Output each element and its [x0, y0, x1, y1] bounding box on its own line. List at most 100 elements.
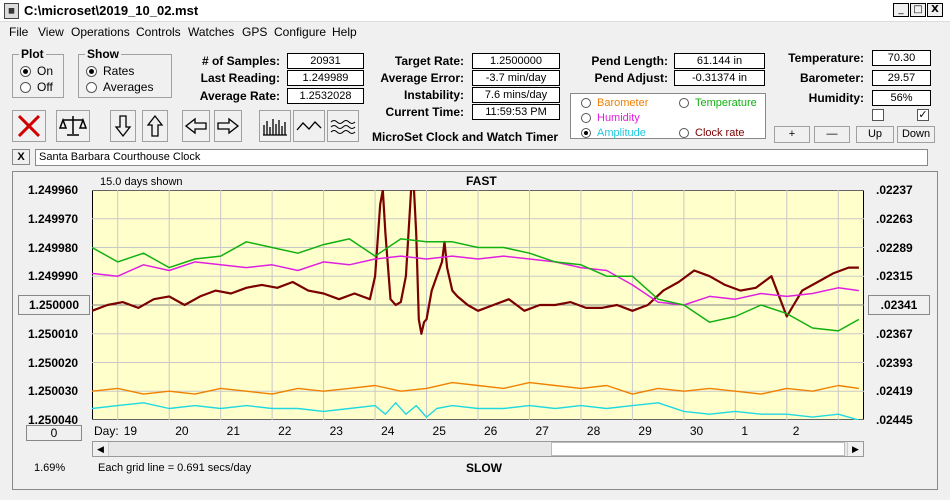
x-tick-day: 19: [123, 424, 138, 438]
minus-button[interactable]: —: [814, 126, 850, 143]
x-tick-day: 24: [381, 424, 395, 438]
horizontal-scrollbar[interactable]: ◀ ▶: [92, 441, 864, 457]
wave-graph-button[interactable]: [327, 110, 359, 142]
plot-group: Plot On Off: [12, 47, 64, 98]
average-error-value: -3.7 min/day: [472, 70, 560, 86]
barometer-label: Barometer:: [799, 71, 864, 85]
radio-selected-icon: [86, 65, 97, 77]
series-line-amplitude: [92, 402, 860, 420]
y-tick-left: 1.249970: [28, 211, 79, 226]
rate-plot[interactable]: [92, 190, 864, 420]
y-tick-right: .02289: [876, 240, 913, 255]
plot-group-title: Plot: [19, 47, 46, 61]
pend-length-value: 61.144 in: [674, 53, 765, 69]
left-arrow-button[interactable]: [182, 110, 210, 142]
y-tick-left: 1.250020: [28, 355, 79, 370]
right-arrow-button[interactable]: [214, 110, 242, 142]
instability-label: Instability:: [403, 88, 464, 102]
minimize-button[interactable]: _: [893, 3, 909, 17]
humidity-label: Humidity:: [808, 91, 864, 105]
menu-view[interactable]: View: [38, 25, 64, 39]
day-label: Day:: [94, 424, 119, 438]
menu-gps[interactable]: GPS: [242, 25, 268, 39]
menu-help[interactable]: Help: [332, 25, 357, 39]
radio-empty-icon: [679, 128, 689, 138]
y-tick-right: .02315: [876, 269, 913, 284]
offset-button[interactable]: 0: [26, 425, 82, 441]
down-button[interactable]: Down: [897, 126, 935, 143]
menu-controls[interactable]: Controls: [136, 25, 181, 39]
y-tick-left: 1.250040: [28, 413, 79, 427]
y-tick-right: .02237: [876, 183, 913, 197]
temperature-label: Temperature:: [788, 51, 864, 65]
option-checkbox-2[interactable]: ✓: [917, 109, 929, 121]
sensor-barometer-radio[interactable]: Barometer: [581, 97, 648, 109]
down-arrow-button[interactable]: [110, 110, 136, 142]
show-group-title: Show: [85, 47, 121, 61]
percent-label: 1.69%: [34, 462, 66, 474]
plot-on-radio[interactable]: On: [20, 64, 53, 78]
clear-icon: [17, 114, 41, 138]
last-reading-label: Last Reading:: [200, 71, 280, 85]
center-rate-button[interactable]: 1.250000: [18, 295, 90, 315]
maximize-button[interactable]: □: [910, 3, 926, 17]
close-comment-button[interactable]: X: [12, 149, 30, 165]
title-bar: ▦ C:\microset\2019_10_02.mst _ □ X: [0, 0, 950, 22]
series-line-rate: [92, 190, 859, 335]
average-rate-label: Average Rate:: [199, 89, 280, 103]
pend-length-label: Pend Length:: [591, 54, 668, 68]
menu-file[interactable]: File: [9, 25, 29, 39]
balance-scale-icon: [59, 116, 87, 136]
show-rates-radio[interactable]: Rates: [86, 64, 134, 78]
sensor-humidity-radio[interactable]: Humidity: [581, 112, 640, 124]
barometer-value: 29.57: [872, 70, 931, 86]
x-tick-day: 2: [792, 424, 800, 438]
up-arrow-button[interactable]: [142, 110, 168, 142]
x-tick-day: 1: [741, 424, 749, 438]
line-graph-button[interactable]: [293, 110, 325, 142]
target-rate-label: Target Rate:: [394, 54, 464, 68]
close-window-button[interactable]: X: [927, 3, 943, 17]
up-arrow-icon: [146, 114, 164, 137]
radio-empty-icon: [581, 113, 591, 123]
bar-graph-button[interactable]: [259, 110, 291, 142]
right-scale-button[interactable]: .02341: [868, 295, 930, 315]
scroll-right-icon[interactable]: ▶: [847, 442, 863, 456]
scroll-thumb[interactable]: [551, 442, 845, 456]
up-button[interactable]: Up: [856, 126, 894, 143]
series-line-humidity: [92, 255, 860, 306]
right-arrow-icon: [217, 117, 240, 135]
show-averages-radio[interactable]: Averages: [86, 80, 153, 94]
down-arrow-icon: [114, 115, 132, 138]
comment-input[interactable]: Santa Barbara Courthouse Clock: [35, 149, 928, 166]
target-rate-value: 1.2500000: [472, 53, 560, 69]
menu-operations[interactable]: Operations: [71, 25, 130, 39]
sensor-temperature-radio[interactable]: Temperature: [679, 97, 757, 109]
option-checkbox-1[interactable]: [872, 109, 884, 121]
plot-off-radio[interactable]: Off: [20, 80, 53, 94]
balance-button[interactable]: [56, 110, 90, 142]
samples-label: # of Samples:: [201, 54, 280, 68]
scroll-left-icon[interactable]: ◀: [93, 442, 109, 456]
menu-watches[interactable]: Watches: [188, 25, 235, 39]
x-tick-day: 25: [432, 424, 446, 438]
instability-value: 7.6 mins/day: [472, 87, 560, 103]
clear-button[interactable]: [12, 110, 46, 142]
plot-series: [92, 190, 860, 420]
wave-graph-icon: [330, 120, 356, 134]
radio-selected-icon: [20, 65, 31, 77]
y-tick-right: .02419: [876, 384, 913, 399]
samples-value: 20931: [287, 53, 364, 69]
x-tick-day: 27: [535, 424, 549, 438]
plus-button[interactable]: +: [774, 126, 810, 143]
calculator-icon[interactable]: ▦: [4, 3, 19, 19]
fast-label: FAST: [466, 174, 497, 188]
average-error-label: Average Error:: [380, 71, 464, 85]
last-reading-value: 1.249989: [287, 70, 364, 86]
menu-configure[interactable]: Configure: [274, 25, 327, 39]
pend-adjust-value: -0.31374 in: [674, 70, 765, 86]
sensor-amplitude-radio[interactable]: Amplitude: [581, 127, 646, 139]
current-time-label: Current Time:: [385, 105, 464, 119]
x-tick-day: 30: [689, 424, 704, 438]
sensor-clock-rate-radio[interactable]: Clock rate: [679, 127, 745, 139]
